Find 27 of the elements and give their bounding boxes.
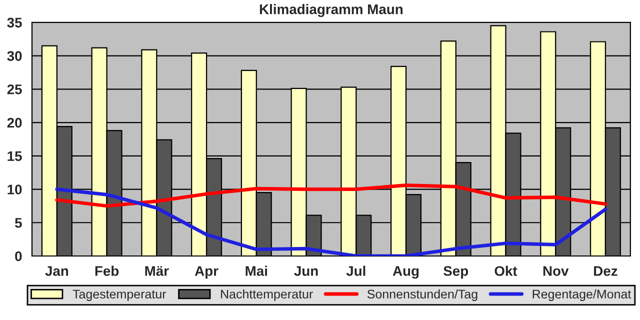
y-tick-label: 15 [8,151,22,162]
x-tick-label: Dez [594,266,618,276]
y-tick-label: 35 [7,18,22,28]
legend-label: Nachttemperatur [221,289,313,302]
legend-label: Regentage/Monat [532,289,632,302]
x-tick-label: Okt [494,266,518,276]
x-tick-label: Jun [294,266,318,276]
x-tick-label: Apr [194,266,218,279]
y-tick-label: 5 [14,218,22,228]
y-tick-label: 30 [7,51,22,61]
x-tick-label: Sep [444,266,468,279]
legend-label: Sonnenstunden/Tag [367,289,478,302]
x-tick-label: Feb [95,266,119,276]
line-series [55,184,608,208]
line-series [55,188,608,256]
y-tick-label: 0 [15,251,22,262]
x-tick-label: Mai [246,266,267,276]
x-tick-label: Mär [145,266,169,276]
y-tick-label: 20 [7,118,22,128]
y-tick-label: 10 [8,184,22,194]
x-tick-label: Jan [45,266,68,276]
y-tick-label: 25 [7,84,22,94]
legend-label: Tagestemperatur [72,290,166,302]
x-tick-label: Aug [392,266,419,279]
x-tick-label: Nov [543,266,569,276]
x-tick-label: Jul [346,266,366,276]
chart-title: Klimadiagramm Maun [260,4,403,18]
